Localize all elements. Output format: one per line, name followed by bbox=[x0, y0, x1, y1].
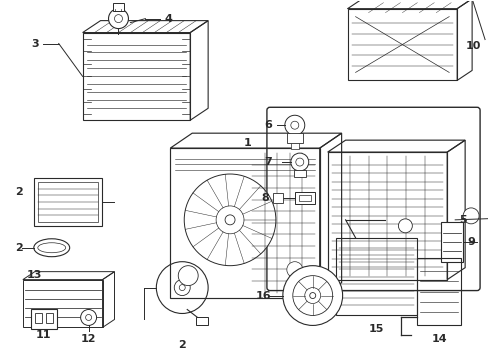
Bar bbox=[298, 195, 310, 201]
Text: 15: 15 bbox=[368, 324, 384, 334]
Bar bbox=[196, 318, 208, 325]
Text: 6: 6 bbox=[264, 120, 271, 130]
Text: 1: 1 bbox=[244, 138, 251, 148]
Bar bbox=[290, 143, 298, 149]
Text: 9: 9 bbox=[466, 237, 474, 247]
Circle shape bbox=[285, 115, 304, 135]
Circle shape bbox=[290, 121, 298, 129]
Circle shape bbox=[178, 266, 198, 285]
Text: 10: 10 bbox=[465, 41, 480, 50]
Circle shape bbox=[81, 310, 96, 325]
Circle shape bbox=[292, 276, 332, 315]
Circle shape bbox=[398, 219, 411, 233]
Text: 3: 3 bbox=[31, 39, 39, 49]
Bar bbox=[416, 258, 460, 325]
Bar bbox=[272, 193, 282, 203]
Bar bbox=[293, 170, 305, 177]
Bar bbox=[38, 182, 98, 222]
Text: 11: 11 bbox=[36, 330, 51, 341]
Bar bbox=[112, 3, 124, 11]
Text: 16: 16 bbox=[256, 291, 271, 301]
Circle shape bbox=[224, 215, 235, 225]
Circle shape bbox=[304, 288, 320, 303]
Bar bbox=[440, 222, 462, 262]
Circle shape bbox=[282, 266, 342, 325]
Bar bbox=[46, 314, 53, 323]
Text: 7: 7 bbox=[264, 157, 271, 167]
Circle shape bbox=[286, 262, 302, 278]
Bar bbox=[23, 280, 102, 328]
Circle shape bbox=[174, 280, 190, 296]
Circle shape bbox=[216, 206, 244, 234]
Bar bbox=[82, 32, 190, 120]
Circle shape bbox=[85, 315, 91, 320]
Text: 14: 14 bbox=[430, 334, 446, 345]
Bar bbox=[327, 152, 447, 280]
Circle shape bbox=[462, 208, 478, 224]
Text: 4: 4 bbox=[164, 14, 172, 24]
Bar bbox=[294, 192, 314, 204]
Ellipse shape bbox=[34, 239, 69, 257]
Bar bbox=[35, 314, 41, 323]
Text: 8: 8 bbox=[261, 193, 268, 203]
Circle shape bbox=[309, 293, 315, 298]
Bar bbox=[286, 133, 302, 143]
Text: 2: 2 bbox=[15, 187, 23, 197]
Circle shape bbox=[184, 174, 275, 266]
Circle shape bbox=[108, 9, 128, 28]
Circle shape bbox=[290, 153, 308, 171]
Circle shape bbox=[179, 285, 185, 291]
Text: 2: 2 bbox=[178, 340, 186, 350]
Text: 12: 12 bbox=[81, 334, 96, 345]
Text: 2: 2 bbox=[15, 243, 23, 253]
Text: 5: 5 bbox=[458, 215, 466, 225]
Circle shape bbox=[295, 158, 303, 166]
Bar bbox=[34, 178, 102, 226]
Bar bbox=[335, 238, 416, 315]
Bar bbox=[170, 148, 319, 298]
Bar bbox=[31, 310, 57, 329]
Bar bbox=[347, 9, 456, 80]
Ellipse shape bbox=[38, 243, 65, 253]
Circle shape bbox=[114, 15, 122, 23]
Circle shape bbox=[156, 262, 208, 314]
Text: 13: 13 bbox=[27, 270, 42, 280]
